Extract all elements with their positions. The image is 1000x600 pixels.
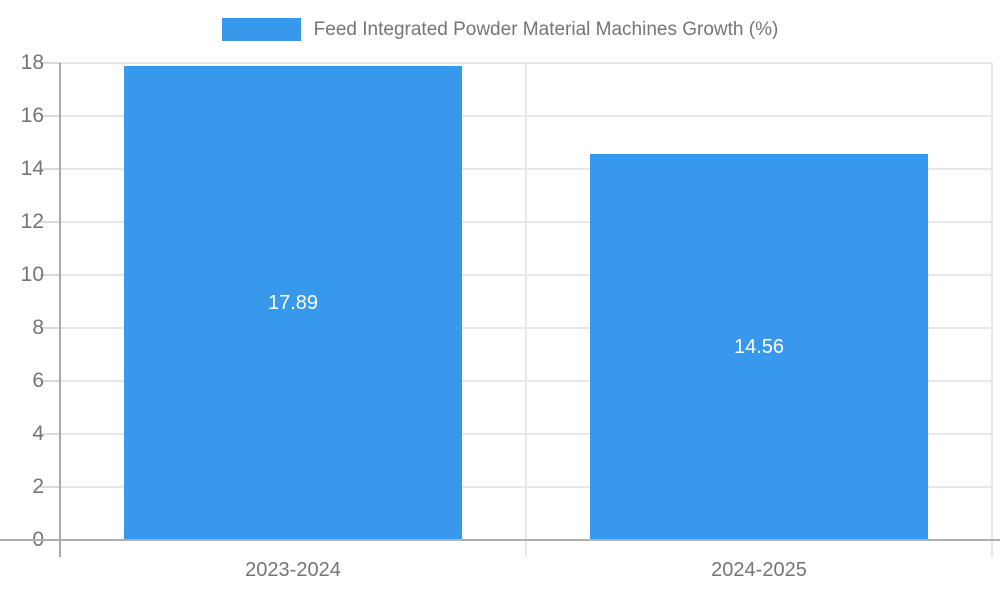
bar-value-label: 17.89 <box>267 291 319 314</box>
y-tick-label: 10 <box>20 263 44 286</box>
y-tick <box>40 115 60 117</box>
y-tick-label: 8 <box>32 316 44 339</box>
y-tick-label: 6 <box>32 369 44 392</box>
y-tick-label: 16 <box>20 104 44 127</box>
y-tick-label: 14 <box>20 157 44 180</box>
x-tick-label: 2024-2025 <box>711 559 807 581</box>
y-tick-label: 2 <box>32 475 44 498</box>
y-tick-label: 18 <box>20 51 44 74</box>
bar <box>124 65 462 540</box>
gridline-vertical <box>525 63 527 557</box>
y-tick <box>40 168 60 170</box>
bar-value-label: 14.56 <box>733 336 785 359</box>
y-tick <box>40 380 60 382</box>
bar <box>590 154 928 540</box>
x-tick-label: 2023-2024 <box>245 559 341 581</box>
y-tick-label: 12 <box>20 210 44 233</box>
y-tick <box>40 327 60 329</box>
y-tick <box>40 274 60 276</box>
gridline-vertical <box>991 63 993 557</box>
y-tick <box>40 62 60 64</box>
y-axis-line <box>59 63 61 557</box>
y-tick-label: 4 <box>32 422 44 445</box>
legend-label: Feed Integrated Powder Material Machines… <box>313 18 779 40</box>
y-tick <box>40 221 60 223</box>
y-tick <box>40 433 60 435</box>
x-axis-line <box>0 539 1000 541</box>
legend-swatch <box>221 18 301 41</box>
chart-legend: Feed Integrated Powder Material Machines… <box>0 18 1000 41</box>
y-tick <box>40 486 60 488</box>
